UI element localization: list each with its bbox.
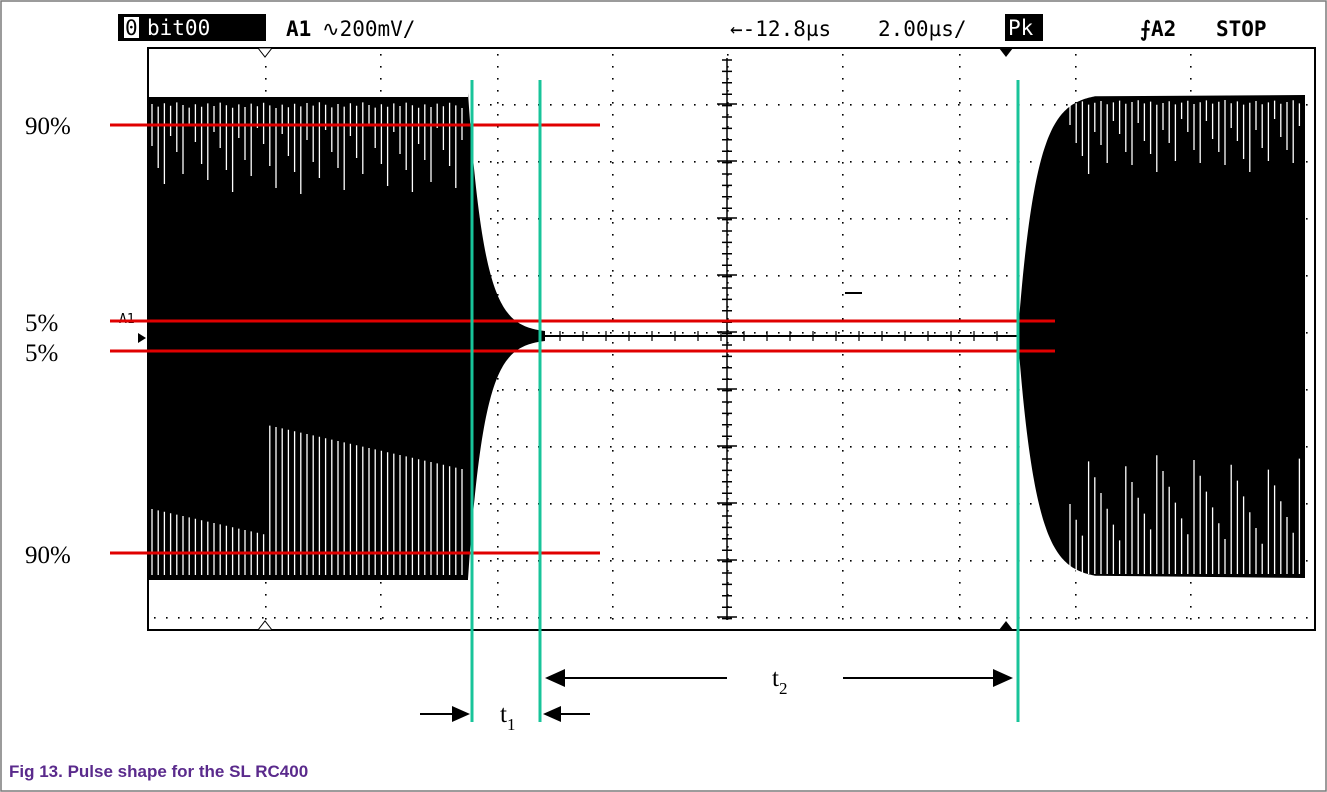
left-burst-fill (148, 97, 468, 580)
label-90-top: 90% (25, 113, 71, 140)
trigger-label: ⨍A2 (1140, 17, 1176, 41)
timing-t2: t2 (545, 665, 1013, 698)
volts-per-div: ∿200mV/ (322, 17, 415, 41)
trigger-marker-top-right (999, 48, 1013, 57)
decay-envelope (468, 93, 545, 579)
trigger-marker-bottom-right (999, 621, 1013, 630)
t1-arrowhead-left (452, 706, 470, 722)
t2-arrowhead-left (545, 669, 565, 687)
label-5-upper: 5% (25, 310, 58, 337)
figure-caption: Fig 13. Pulse shape for the SL RC400 (9, 762, 308, 781)
t1-arrowhead-right (543, 706, 561, 722)
baseline-ticks (559, 331, 998, 341)
center-axis-ticks (717, 59, 737, 620)
cursor-lines (470, 80, 1020, 722)
channel-badge (118, 14, 266, 41)
t1-label: t1 (500, 701, 515, 734)
ground-arrow-icon (138, 333, 146, 343)
channel-badge-num: 0 (125, 16, 138, 40)
right-burst-fill (1018, 95, 1305, 578)
mode-badge-text: Pk (1008, 16, 1034, 40)
center-axis (717, 58, 737, 620)
scope-header: 0 bit00 A1 ∿200mV/ ←-12.8µs 2.00µs/ Pk ⨍… (118, 14, 1267, 41)
time-per-div: 2.00µs/ (878, 17, 967, 41)
label-90-bottom: 90% (25, 542, 71, 569)
time-position: ←-12.8µs (730, 17, 831, 41)
run-status: STOP (1216, 17, 1267, 41)
t2-arrowhead-right (993, 669, 1013, 687)
trigger-marker-bottom-left (256, 620, 274, 631)
right-burst-texture (1069, 100, 1301, 574)
scope-screen: A1 (119, 47, 1316, 631)
trigger-marker-top-left (256, 47, 274, 58)
channel-badge-name: bit00 (147, 16, 210, 40)
reference-lines (110, 123, 1055, 555)
t2-label: t2 (772, 665, 787, 698)
timing-t1: t1 (420, 701, 590, 734)
signal-trace (148, 93, 1305, 580)
label-5-lower: 5% (25, 340, 58, 367)
channel-label: A1 (286, 17, 311, 41)
mode-badge (1005, 14, 1043, 41)
